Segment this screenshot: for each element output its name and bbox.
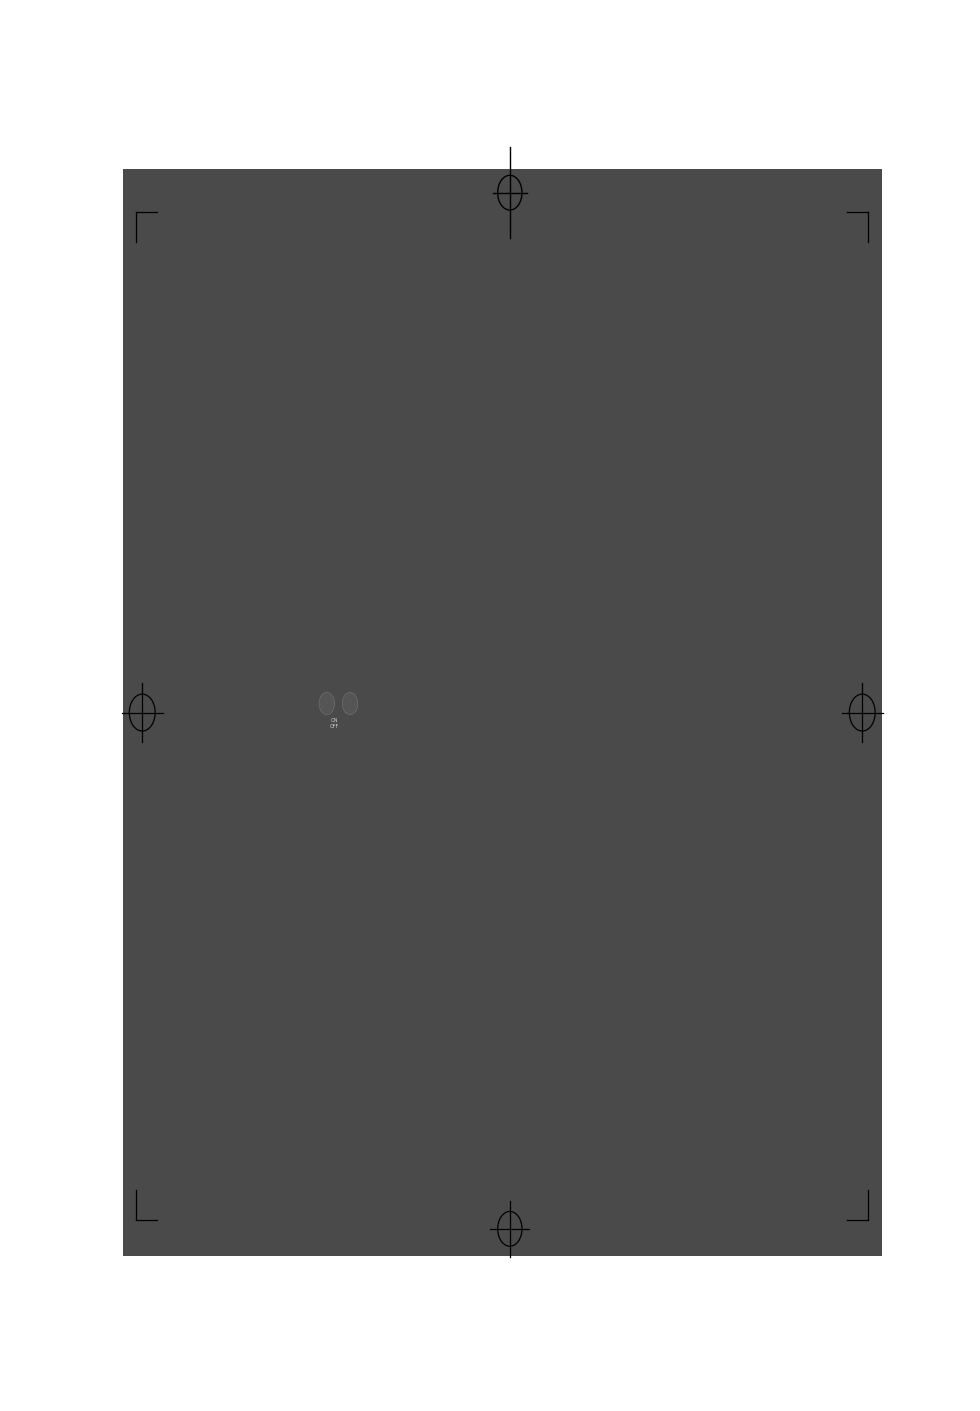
Bar	[696, 172, 721, 213]
Bar	[220, 650, 467, 862]
Circle shape	[351, 542, 378, 581]
Ellipse shape	[251, 423, 327, 514]
Ellipse shape	[304, 721, 373, 855]
Text: Prior to the first use, the mouse and the All-In-One PC are in the factory backu: Prior to the first use, the mouse and th…	[220, 332, 804, 368]
Bar	[303, 172, 326, 213]
Bar	[746, 172, 770, 213]
Bar	[209, 172, 232, 213]
Bar	[326, 172, 350, 213]
Bar	[770, 172, 795, 213]
Bar	[445, 172, 468, 213]
Circle shape	[311, 478, 326, 501]
Text: OFF: OFF	[330, 724, 339, 729]
Circle shape	[335, 547, 364, 587]
Ellipse shape	[312, 669, 373, 715]
Text: Ensure correct battery
polarity.: Ensure correct battery polarity.	[517, 433, 681, 470]
Ellipse shape	[354, 763, 367, 772]
Ellipse shape	[307, 487, 395, 581]
Bar	[548, 172, 572, 213]
Bar	[279, 172, 303, 213]
Ellipse shape	[309, 409, 438, 562]
Bar	[185, 172, 209, 213]
Bar	[256, 172, 279, 213]
Text: !: !	[492, 660, 498, 674]
Bar	[373, 172, 397, 213]
Bar	[420, 172, 445, 213]
Text: !: !	[492, 433, 498, 446]
Text: Catalina A700 Mouse_EN.indd   3: Catalina A700 Mouse_EN.indd 3	[158, 1230, 319, 1242]
Bar	[721, 172, 746, 213]
Text: 2010-3-29   16:34:22: 2010-3-29 16:34:22	[744, 1230, 847, 1240]
Text: Insert the batteries properly: Insert the batteries properly	[491, 384, 698, 398]
Ellipse shape	[306, 676, 379, 769]
Bar	[220, 377, 467, 604]
Bar	[671, 172, 696, 213]
Text: 3: 3	[517, 1201, 530, 1219]
Ellipse shape	[386, 433, 394, 449]
Text: ON: ON	[331, 718, 338, 722]
Bar	[350, 172, 373, 213]
Text: as shown in the diagram.: as shown in the diagram.	[491, 406, 676, 422]
Text: A700 3-in-1 Mouse User Manual: A700 3-in-1 Mouse User Manual	[303, 1204, 502, 1216]
Bar	[647, 172, 671, 213]
Circle shape	[319, 693, 334, 714]
Text: Switch the power switch to
“ON”.: Switch the power switch to “ON”.	[491, 708, 689, 745]
Bar	[386, 449, 399, 457]
Ellipse shape	[354, 749, 367, 758]
Circle shape	[342, 693, 358, 714]
Text: Mouse Blusetooth Connection Guide: Mouse Blusetooth Connection Guide	[220, 292, 732, 316]
Bar	[622, 172, 647, 213]
Bar	[381, 428, 393, 436]
Bar	[397, 172, 420, 213]
Bar	[597, 172, 622, 213]
Bar	[572, 172, 597, 213]
Text: Make sure the one-in-all
device is off.: Make sure the one-in-all device is off.	[517, 660, 694, 698]
Bar	[232, 172, 256, 213]
Bar	[795, 172, 819, 213]
